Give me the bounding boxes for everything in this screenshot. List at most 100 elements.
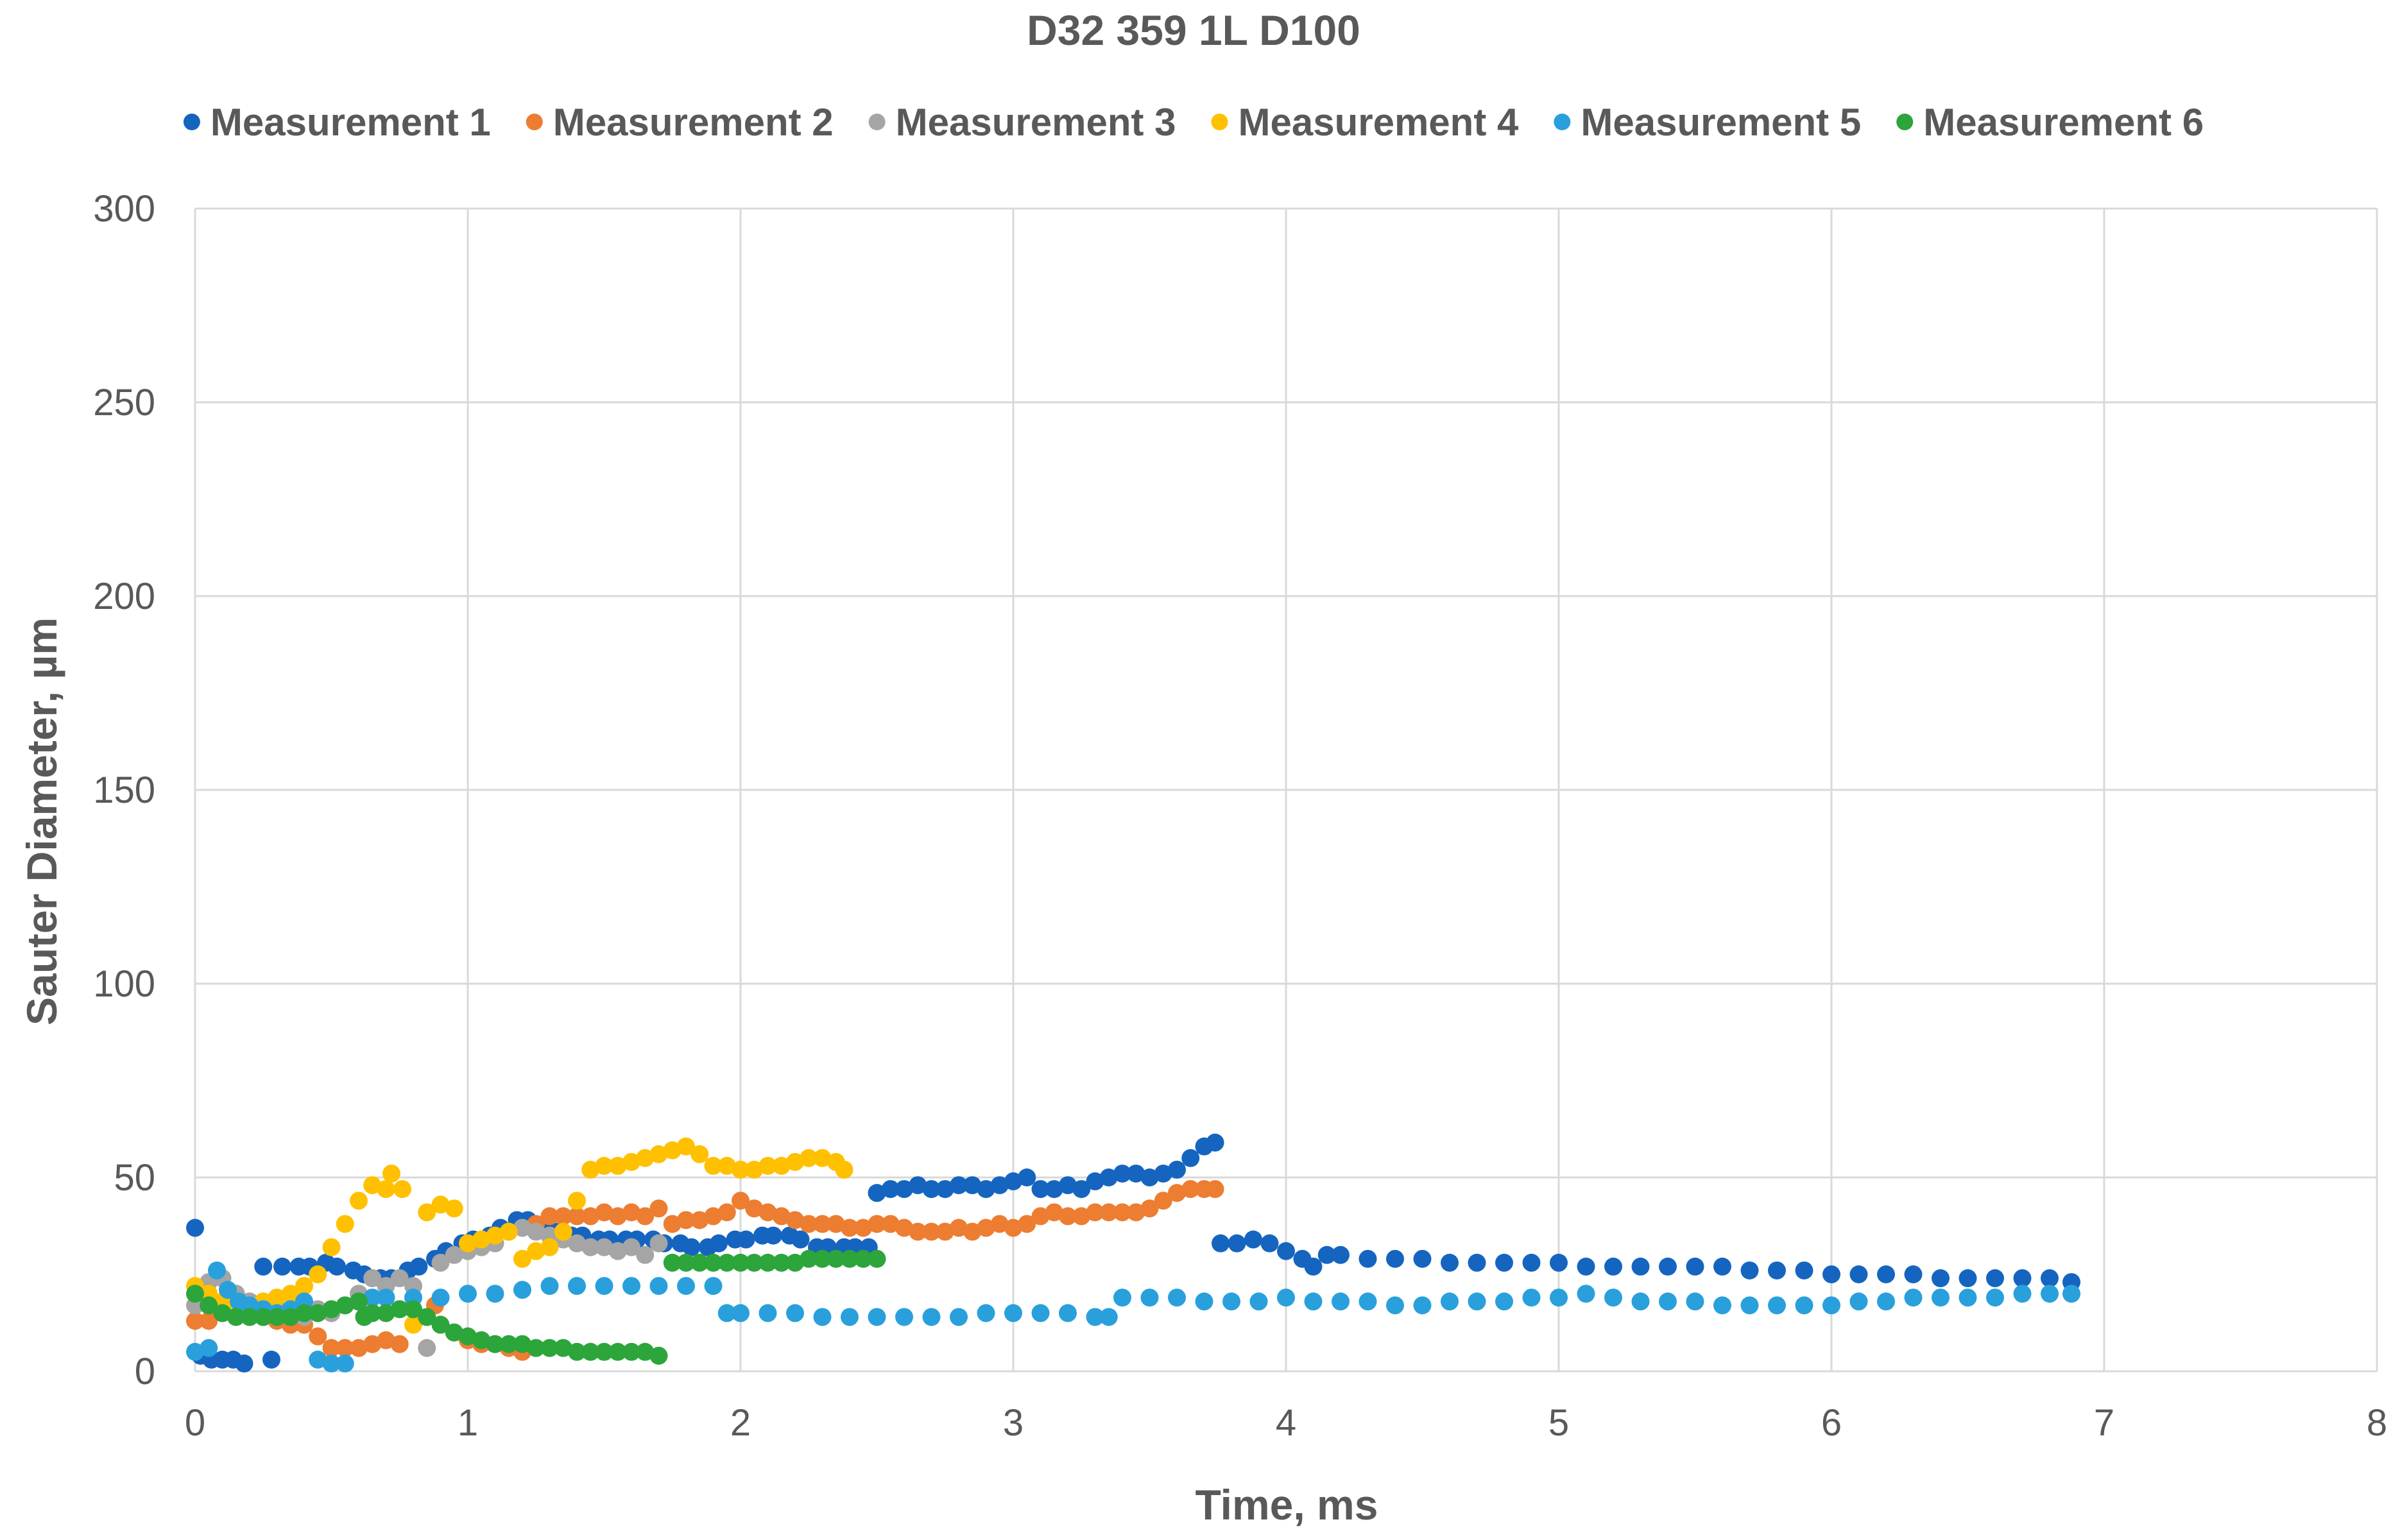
- data-point: [1959, 1269, 1977, 1288]
- data-point: [1004, 1172, 1022, 1191]
- data-point: [1740, 1296, 1759, 1315]
- data-point: [186, 1312, 204, 1330]
- data-point: [328, 1257, 346, 1276]
- data-point: [1206, 1180, 1224, 1199]
- data-point: [636, 1342, 655, 1361]
- data-point: [977, 1304, 995, 1322]
- data-point: [608, 1242, 627, 1260]
- data-point: [786, 1211, 804, 1229]
- data-point: [1468, 1253, 1486, 1272]
- data-point: [254, 1257, 273, 1276]
- data-point: [1577, 1257, 1595, 1276]
- data-point: [472, 1331, 491, 1349]
- data-point: [1441, 1292, 1459, 1311]
- data-point: [690, 1145, 709, 1163]
- legend-label: Measurement 3: [896, 101, 1176, 144]
- data-point: [513, 1249, 531, 1268]
- data-point: [835, 1160, 853, 1179]
- x-tick-label: 4: [1276, 1402, 1296, 1444]
- data-point: [1495, 1253, 1513, 1272]
- data-point: [377, 1304, 395, 1322]
- data-point: [786, 1304, 804, 1322]
- data-point: [759, 1203, 777, 1222]
- data-point: [1099, 1308, 1118, 1326]
- data-point: [827, 1249, 845, 1268]
- data-point: [622, 1277, 640, 1296]
- data-point: [704, 1156, 723, 1175]
- data-point: [363, 1176, 382, 1195]
- data-point: [1304, 1292, 1323, 1311]
- data-point: [710, 1234, 728, 1253]
- data-point: [2013, 1269, 2032, 1288]
- data-point: [690, 1211, 709, 1229]
- data-point: [186, 1285, 204, 1303]
- data-point: [813, 1308, 832, 1326]
- data-point: [540, 1238, 559, 1256]
- data-point: [595, 1342, 613, 1361]
- data-point: [499, 1222, 518, 1241]
- x-tick-label: 8: [2367, 1402, 2387, 1444]
- data-point: [922, 1308, 941, 1326]
- data-point: [459, 1285, 477, 1303]
- data-point: [241, 1308, 259, 1326]
- data-point: [1168, 1288, 1186, 1307]
- data-point: [581, 1207, 600, 1226]
- data-point: [649, 1145, 668, 1163]
- data-point: [377, 1331, 395, 1349]
- data-point: [309, 1327, 327, 1346]
- data-point: [800, 1249, 818, 1268]
- data-point: [1577, 1285, 1595, 1303]
- series-6: [186, 1249, 886, 1365]
- data-point: [759, 1156, 777, 1175]
- data-point: [390, 1300, 409, 1319]
- data-point: [431, 1253, 450, 1272]
- data-point: [1168, 1160, 1186, 1179]
- data-point: [513, 1335, 531, 1353]
- data-point: [268, 1308, 286, 1326]
- data-point: [800, 1215, 818, 1233]
- data-point: [1031, 1304, 1050, 1322]
- data-point: [1795, 1296, 1813, 1315]
- data-point: [854, 1219, 873, 1237]
- data-point: [254, 1308, 273, 1326]
- data-point: [322, 1300, 341, 1319]
- data-point: [608, 1156, 627, 1175]
- data-point: [459, 1234, 477, 1253]
- data-point: [1127, 1164, 1145, 1183]
- data-point: [295, 1277, 313, 1296]
- data-point: [1045, 1203, 1063, 1222]
- data-point: [1359, 1249, 1377, 1268]
- data-point: [382, 1164, 400, 1183]
- data-point: [1249, 1292, 1268, 1311]
- data-point: [841, 1219, 859, 1237]
- data-point: [677, 1277, 695, 1296]
- x-tick-label: 7: [2094, 1402, 2114, 1444]
- data-point: [1413, 1296, 1432, 1315]
- legend-marker: [868, 114, 886, 130]
- data-point: [1686, 1292, 1704, 1311]
- data-point: [390, 1269, 409, 1288]
- data-point: [377, 1180, 395, 1199]
- data-point: [963, 1222, 982, 1241]
- y-axis: 0 50 100 150 200 250 300: [93, 188, 155, 1392]
- data-point: [1604, 1257, 1622, 1276]
- data-point: [200, 1339, 218, 1357]
- data-point: [1795, 1261, 1813, 1279]
- data-point: [909, 1222, 927, 1241]
- data-point: [745, 1160, 764, 1179]
- y-tick-label: 200: [93, 576, 155, 617]
- x-tick-label: 0: [185, 1402, 205, 1444]
- data-point: [732, 1192, 750, 1210]
- data-point: [950, 1219, 968, 1237]
- legend: Measurement 1 Measurement 2 Measurement 3 M…: [183, 101, 2204, 144]
- data-point: [1304, 1257, 1323, 1276]
- data-point: [350, 1192, 368, 1210]
- data-point: [704, 1207, 723, 1226]
- data-point: [1018, 1168, 1036, 1186]
- data-point: [568, 1192, 586, 1210]
- data-point: [791, 1230, 810, 1249]
- data-point: [1086, 1203, 1104, 1222]
- data-point: [813, 1149, 832, 1167]
- x-tick-label: 2: [730, 1402, 751, 1444]
- data-point: [1932, 1288, 1950, 1307]
